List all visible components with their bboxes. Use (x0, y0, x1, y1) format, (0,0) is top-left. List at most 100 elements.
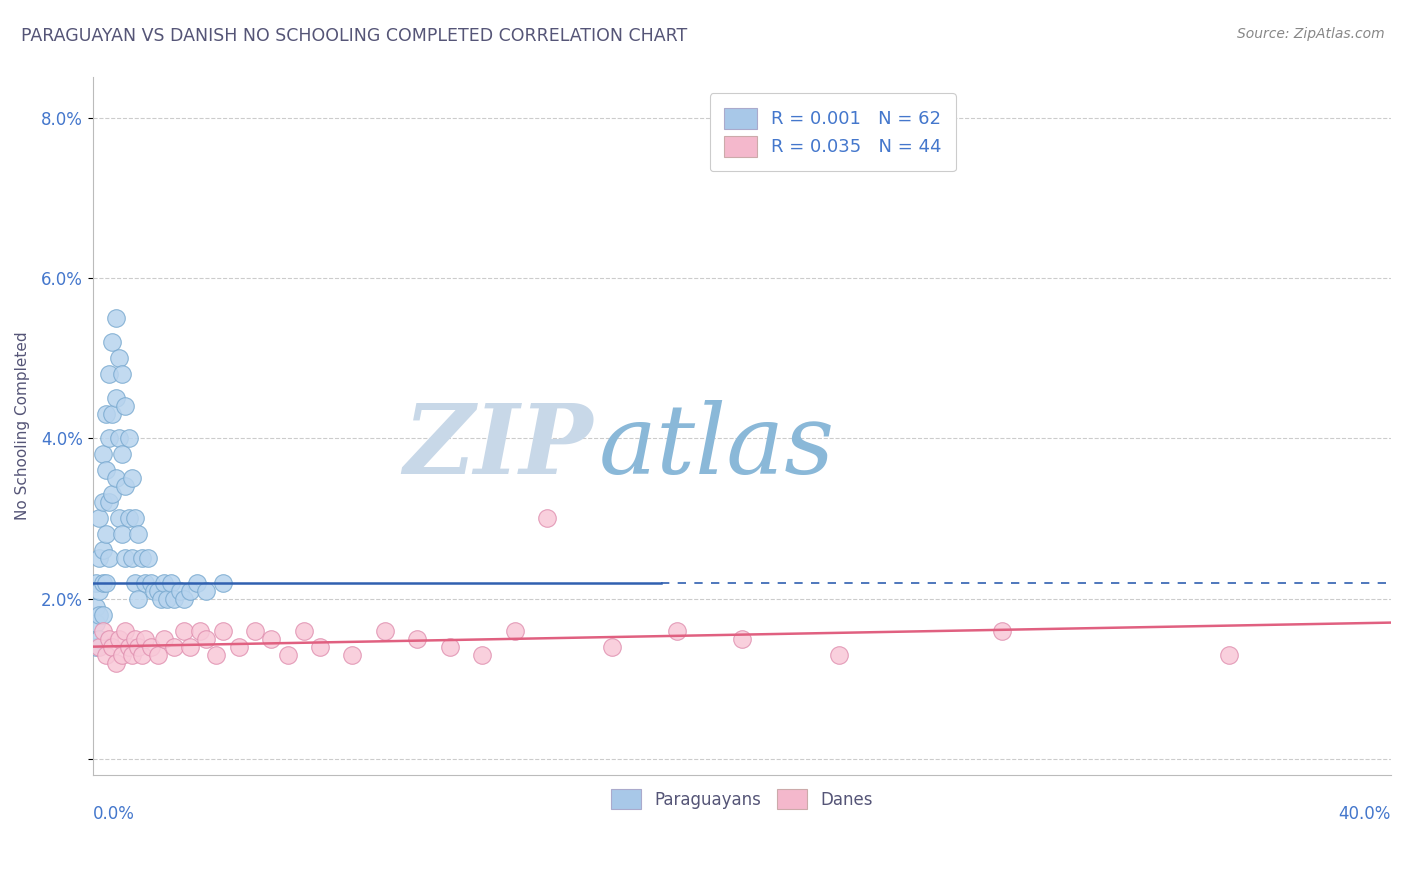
Point (666, 624, 689, 638)
Point (98, 632, 121, 646)
Point (107, 431, 129, 445)
Point (141, 575, 163, 590)
Point (292, 624, 315, 638)
Point (146, 648, 169, 662)
Point (104, 656, 127, 670)
Point (98, 495, 121, 509)
Point (173, 591, 195, 606)
Point (94, 527, 117, 541)
Point (179, 583, 201, 598)
Point (186, 575, 208, 590)
Point (188, 624, 211, 638)
Point (124, 511, 146, 525)
Text: 40.0%: 40.0% (1339, 805, 1391, 823)
Point (117, 431, 139, 445)
Point (101, 334, 124, 349)
Point (89, 607, 111, 622)
Point (163, 640, 186, 654)
Point (471, 648, 494, 662)
Point (127, 527, 149, 541)
Point (89, 551, 111, 566)
Point (114, 399, 136, 413)
Point (121, 551, 143, 566)
Point (107, 511, 129, 525)
Point (111, 648, 134, 662)
Point (136, 551, 159, 566)
Point (114, 551, 136, 566)
Point (205, 648, 228, 662)
Point (374, 624, 396, 638)
Point (101, 407, 124, 421)
Point (536, 511, 558, 525)
Point (260, 632, 283, 646)
Point (84, 615, 107, 630)
Point (94, 648, 117, 662)
Point (101, 487, 124, 501)
Text: PARAGUAYAN VS DANISH NO SCHOOLING COMPLETED CORRELATION CHART: PARAGUAYAN VS DANISH NO SCHOOLING COMPLE… (21, 27, 688, 45)
Legend: Paraguayans, Danes: Paraguayans, Danes (605, 783, 880, 815)
Point (173, 624, 195, 638)
Point (211, 624, 233, 638)
Point (211, 575, 233, 590)
Point (101, 640, 124, 654)
Point (91, 543, 114, 558)
Point (117, 511, 139, 525)
Point (146, 583, 169, 598)
Point (98, 431, 121, 445)
Point (990, 624, 1012, 638)
Point (89, 511, 111, 525)
Point (124, 632, 146, 646)
Point (159, 575, 181, 590)
Point (131, 648, 153, 662)
Text: ZIP: ZIP (404, 401, 592, 494)
Point (111, 367, 134, 381)
Point (94, 407, 117, 421)
Point (127, 640, 149, 654)
Point (342, 648, 364, 662)
Point (84, 599, 107, 614)
Point (104, 391, 127, 405)
Point (156, 591, 179, 606)
Point (141, 640, 163, 654)
Point (228, 640, 250, 654)
Point (84, 640, 107, 654)
Point (439, 640, 461, 654)
Point (91, 575, 114, 590)
Point (91, 495, 114, 509)
Point (150, 591, 173, 606)
Point (91, 624, 114, 638)
Point (111, 447, 134, 461)
Point (143, 583, 166, 598)
Point (153, 575, 176, 590)
Point (121, 471, 143, 485)
Point (124, 575, 146, 590)
Point (114, 479, 136, 493)
Point (195, 632, 218, 646)
Point (131, 551, 153, 566)
Y-axis label: No Schooling Completed: No Schooling Completed (15, 332, 30, 521)
Point (731, 632, 754, 646)
Point (104, 310, 127, 325)
Point (104, 471, 127, 485)
Point (195, 583, 218, 598)
Point (1218, 648, 1240, 662)
Text: Source: ZipAtlas.com: Source: ZipAtlas.com (1237, 27, 1385, 41)
Point (107, 351, 129, 365)
Point (163, 591, 186, 606)
Point (828, 648, 851, 662)
Point (111, 527, 134, 541)
Point (84, 575, 107, 590)
Point (309, 640, 332, 654)
Point (89, 640, 111, 654)
Point (134, 632, 156, 646)
Point (98, 367, 121, 381)
Point (117, 640, 139, 654)
Point (243, 624, 266, 638)
Point (89, 583, 111, 598)
Point (127, 591, 149, 606)
Point (94, 575, 117, 590)
Point (89, 632, 111, 646)
Point (406, 632, 429, 646)
Point (169, 583, 191, 598)
Point (107, 632, 129, 646)
